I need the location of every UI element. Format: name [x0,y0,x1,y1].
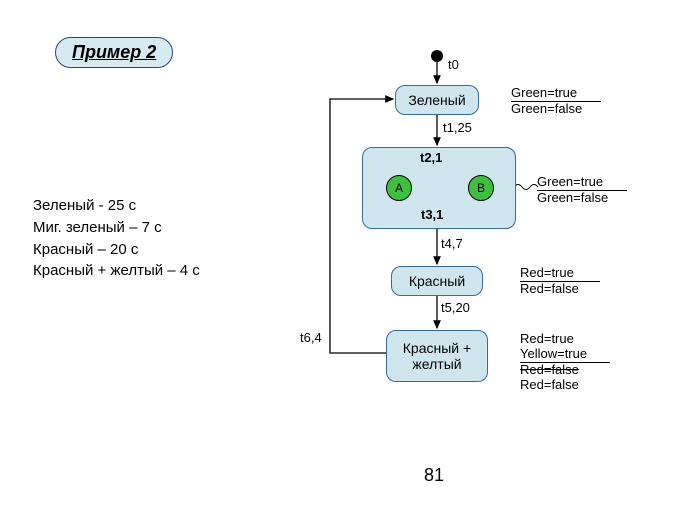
exit-action: Green=false [537,191,627,206]
state-red-yellow: Красный + желтый [386,330,488,382]
page-number: 81 [424,465,444,486]
transition-label-t1: t1,25 [443,120,472,135]
transition-label-t5: t5,20 [441,300,470,315]
state-actions-green: Green=true Green=false [511,86,601,117]
substate-label: B [477,181,485,195]
state-label: желтый [412,356,461,372]
transition-label-t4: t4,7 [441,236,463,251]
entry-action: Red=true [520,266,600,282]
substate-label: A [395,181,403,195]
exit-action: Red=false [520,378,610,393]
transition-label-t0: t0 [448,57,459,72]
exit-action: Red=false [520,282,600,297]
state-label: Зеленый [408,92,465,108]
page: Пример 2 Зеленый - 25 с Миг. зеленый – 7… [0,0,699,524]
state-label: Красный [409,273,465,289]
substate-b: B [468,175,494,201]
state-actions-blink: Green=true Green=false [537,175,627,206]
state-green: Зеленый [395,85,479,115]
exit-action: Red=false [520,363,610,378]
entry-action: Green=true [511,86,601,102]
state-actions-redyellow: Red=true Yellow=true Red=false Red=false [520,332,610,393]
transition-label-t2: t2,1 [420,150,442,165]
entry-action: Red=true [520,332,610,347]
state-actions-red: Red=true Red=false [520,266,600,297]
initial-state-icon [431,50,443,62]
entry-action: Green=true [537,175,627,191]
exit-action: Green=false [511,102,601,117]
entry-action: Yellow=true [520,347,610,363]
transition-label-t6: t6,4 [300,330,322,345]
transition-label-t3: t3,1 [421,207,443,222]
substate-a: A [386,175,412,201]
state-label: Красный + [403,340,471,356]
arrows-layer [0,0,699,524]
state-red: Красный [391,266,483,296]
